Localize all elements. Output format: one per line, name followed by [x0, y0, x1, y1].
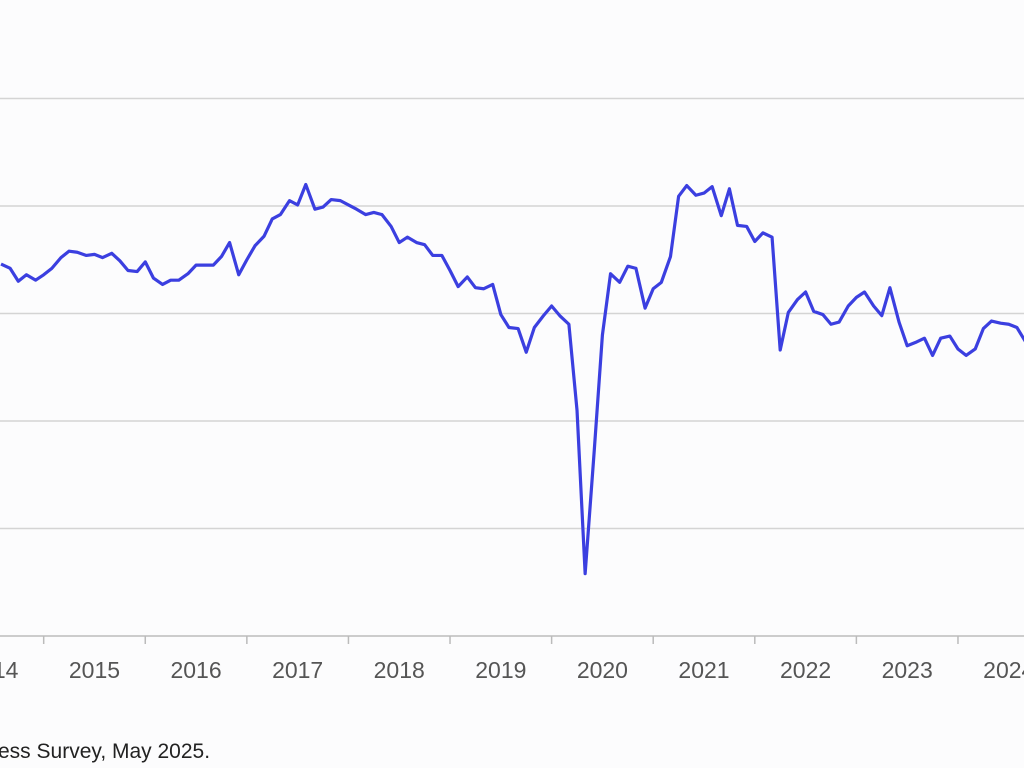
grid: [0, 97, 1024, 530]
marks: [0, 182, 1024, 576]
x-tick-label: 2017: [272, 657, 323, 683]
x-tick-label: 2023: [882, 657, 933, 683]
x-tick-label: 2020: [577, 657, 628, 683]
source-note: ess Survey, May 2025.: [0, 740, 210, 763]
x-tick-label: 2019: [475, 657, 526, 683]
x-tick-label: 2015: [69, 657, 120, 683]
x-tick-label: 2024: [983, 657, 1024, 683]
axes: 2014 2015 2016 2017 2018 2019 2020 2021 2022 2023…: [0, 635, 1024, 683]
series-line: [0, 182, 1024, 576]
x-tick-label: 2021: [678, 657, 729, 683]
x-tick-label: 2018: [374, 657, 425, 683]
x-tick-label: 2022: [780, 657, 831, 683]
x-tick-label: 2014: [0, 657, 19, 683]
x-tick-label: 2016: [170, 657, 221, 683]
